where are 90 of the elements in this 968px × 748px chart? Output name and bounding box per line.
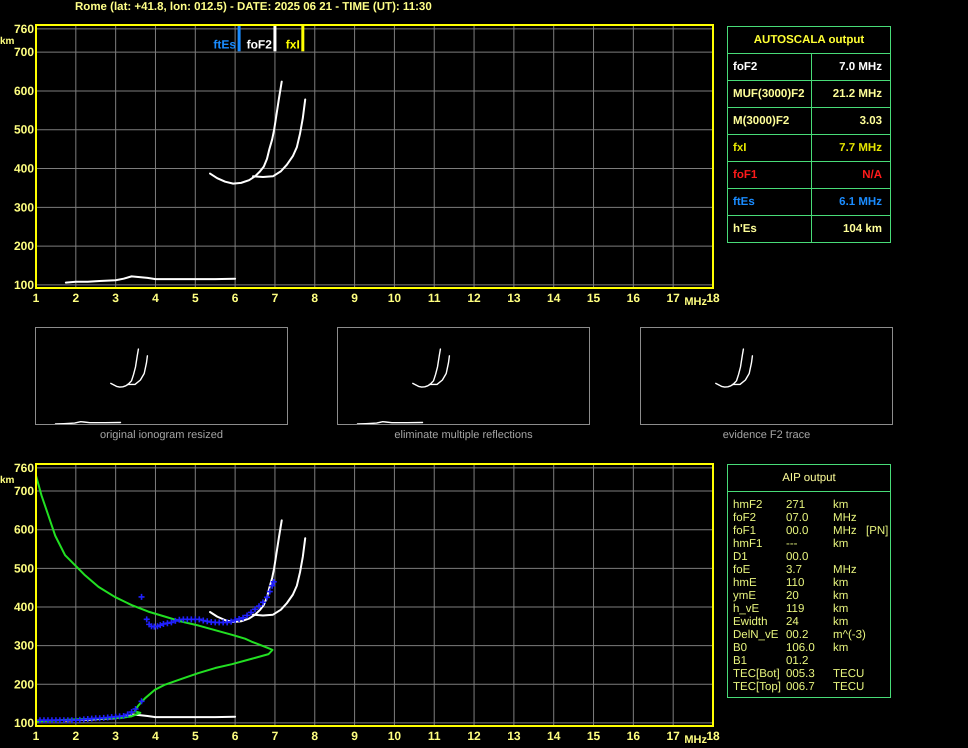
text: hmE 110 km	[733, 577, 848, 589]
text: ftEs 6.1 MHz	[733, 196, 882, 208]
y-tick-label: 600	[14, 522, 34, 537]
y-tick-label: 500	[14, 561, 34, 576]
x-tick-label: 10	[388, 729, 402, 743]
y-tick-label: 700	[14, 45, 34, 60]
y-tick-label: 600	[14, 84, 34, 98]
text: eliminate multiple reflections	[394, 429, 533, 441]
x-tick-label: 3	[112, 291, 120, 305]
text: foF2 7.0 MHz	[733, 61, 882, 73]
text: AUTOSCALA output	[754, 34, 864, 46]
text: AIP output	[782, 472, 836, 484]
text: ymE 20 km	[733, 590, 848, 602]
y-tick-label: 400	[14, 600, 34, 614]
x-tick-label: 11	[428, 291, 441, 305]
y-tick-label: 760	[14, 460, 34, 475]
text: DelN_vE 00.2 m^(-3)	[733, 629, 866, 641]
x-tick-label: 3	[112, 729, 120, 743]
x-tick-label: 9	[351, 729, 358, 743]
x-tick-label: 18	[706, 729, 720, 743]
x-tick-label: 7	[272, 729, 279, 743]
text: h'Es 104 km	[733, 223, 882, 235]
x-tick-label: 18	[706, 291, 720, 305]
y-tick-label: 100	[14, 716, 34, 730]
x-tick-label: 8	[311, 729, 318, 743]
x-axis-title: MHz	[684, 296, 707, 308]
x-tick-label: 6	[232, 729, 239, 743]
x-tick-label: 5	[192, 291, 199, 305]
text: foF1 00.0 MHz [PN]	[733, 525, 888, 537]
line-series	[36, 474, 274, 722]
x-tick-label: 2	[72, 291, 80, 305]
y-tick-label: 100	[14, 278, 34, 292]
x-tick-label: 8	[311, 291, 318, 305]
x-tick-label: 7	[272, 291, 279, 305]
x-axis-title: MHz	[684, 734, 707, 746]
text: hmF2 271 km	[733, 499, 848, 511]
x-tick-label: 16	[626, 729, 640, 743]
x-tick-label: 13	[507, 729, 521, 743]
x-tick-label: 14	[547, 291, 561, 305]
x-tick-label: 17	[666, 291, 680, 305]
text: foE 3.7 MHz	[733, 564, 857, 576]
text: h_vE 119 km	[733, 603, 848, 615]
x-tick-label: 9	[351, 291, 358, 305]
text: TEC[Bot] 005.3 TECU	[733, 668, 864, 680]
x-tick-label: 12	[467, 291, 482, 305]
x-tick-label: 11	[428, 729, 441, 743]
x-tick-label: 10	[388, 291, 402, 305]
text: B1 01.2	[733, 655, 808, 667]
line-series	[64, 713, 236, 722]
line-series	[64, 275, 236, 284]
text: MUF(3000)F2 21.2 MHz	[733, 88, 882, 100]
y-tick-label: 500	[14, 122, 34, 137]
y-tick-label: 200	[14, 677, 34, 692]
x-tick-label: 14	[547, 729, 561, 743]
ref-line-label: foF2	[246, 37, 272, 52]
chart-title: Rome (lat: +41.8, lon: 012.5) - DATE: 2025 06 21 - TIME (UT): 11:30	[75, 1, 432, 13]
text: evidence F2 trace	[722, 429, 810, 441]
text: B0 106.0 km	[733, 642, 848, 654]
ref-line-label: ftEs	[213, 37, 236, 52]
text: M(3000)F2 3.03	[733, 115, 882, 127]
x-tick-label: 1	[32, 291, 40, 305]
x-tick-label: 1	[32, 729, 40, 743]
x-tick-label: 15	[586, 729, 601, 743]
ref-line-label: fxI	[286, 37, 300, 52]
text: fxI 7.7 MHz	[733, 142, 882, 154]
y-tick-label: 300	[14, 200, 34, 214]
x-tick-label: 6	[232, 291, 239, 305]
y-tick-label: 400	[14, 162, 34, 176]
x-tick-label: 5	[192, 729, 199, 743]
x-tick-label: 13	[507, 291, 521, 305]
text: original ionogram resized	[100, 429, 223, 441]
text: hmF1 --- km	[733, 538, 848, 550]
y-axis-title: km	[0, 36, 14, 47]
text: foF2 07.0 MHz	[733, 512, 857, 524]
y-tick-label: 760	[14, 22, 34, 36]
x-tick-label: 12	[467, 729, 482, 743]
y-tick-label: 700	[14, 484, 34, 498]
text: Ewidth 24 km	[733, 616, 848, 628]
x-tick-label: 2	[72, 729, 80, 743]
text: TEC[Top] 006.7 TECU	[733, 681, 864, 693]
y-axis-title: km	[0, 475, 14, 486]
x-tick-label: 15	[586, 291, 601, 305]
x-tick-label: 16	[626, 291, 640, 305]
y-tick-label: 300	[14, 638, 34, 653]
y-tick-label: 200	[14, 239, 34, 254]
x-tick-label: 4	[152, 729, 160, 743]
text: foF1 N/A	[733, 169, 882, 181]
x-tick-label: 17	[666, 729, 680, 743]
text: D1 00.0	[733, 551, 808, 563]
x-tick-label: 4	[152, 291, 160, 305]
